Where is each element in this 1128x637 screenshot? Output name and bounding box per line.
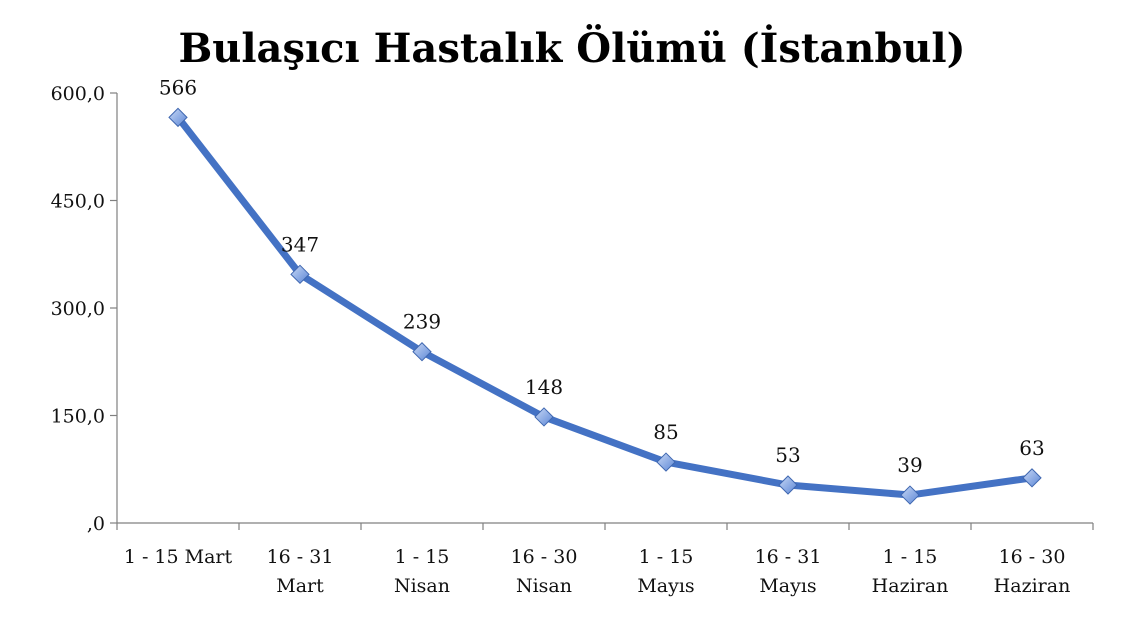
x-tick-label: 1 - 15 Mart (124, 546, 233, 568)
data-point-marker (656, 452, 676, 472)
y-tick-label: ,0 (87, 513, 105, 535)
x-tick-label: 1 - 15 (883, 546, 938, 568)
data-point-label: 85 (653, 420, 678, 444)
data-point-label: 53 (775, 443, 800, 467)
x-tick-label: 16 - 30 (511, 546, 578, 568)
data-point-marker (778, 475, 798, 495)
x-tick-label: 1 - 15 (639, 546, 694, 568)
data-point-label: 566 (159, 75, 197, 99)
series-layer (168, 107, 1042, 505)
data-point-marker (534, 407, 554, 427)
data-point-marker (1022, 468, 1042, 488)
x-tick-label: Haziran (872, 575, 949, 597)
x-tick-label: 16 - 31 (267, 546, 334, 568)
x-tick-label: 16 - 31 (755, 546, 822, 568)
x-tick-label: Nisan (394, 575, 450, 597)
data-point-marker (412, 342, 432, 362)
x-tick-label: Nisan (516, 575, 572, 597)
x-tick-label: Mayıs (637, 575, 694, 597)
data-point-marker (900, 485, 920, 505)
data-point-label: 239 (403, 310, 441, 334)
y-tick-label: 300,0 (51, 298, 105, 320)
data-point-label: 347 (281, 232, 319, 256)
data-point-marker (290, 264, 310, 285)
x-tick-label: Haziran (994, 575, 1071, 597)
data-labels: 566 347 239 148 85 53 39 63 (159, 75, 1045, 477)
data-point-label: 63 (1019, 436, 1044, 460)
x-tick-label: 16 - 30 (999, 546, 1066, 568)
data-point-marker (168, 107, 188, 128)
y-axis-ticks: ,0 150,0 300,0 450,0 600,0 (51, 83, 117, 535)
data-point-label: 148 (525, 375, 563, 399)
x-axis-ticks: 1 - 15 Mart 16 - 31 Mart 1 - 15 Nisan 16 - 30… (116, 523, 1094, 597)
x-tick-label: Mayıs (759, 575, 816, 597)
x-tick-label: Mart (276, 575, 324, 597)
data-point-label: 39 (897, 453, 922, 477)
y-tick-label: 150,0 (51, 406, 105, 428)
series-line (174, 113, 1036, 499)
y-tick-label: 450,0 (51, 191, 105, 213)
chart-title: Bulaşıcı Hastalık Ölümü (İstanbul) (178, 25, 965, 72)
x-tick-label: 1 - 15 (395, 546, 450, 568)
y-tick-label: 600,0 (51, 83, 105, 105)
